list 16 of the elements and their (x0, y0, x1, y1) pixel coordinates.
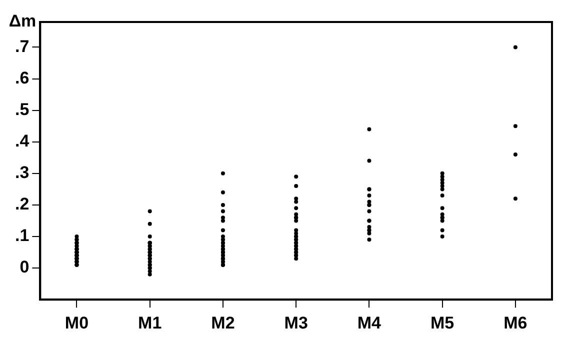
y-tick-label: .7 (14, 36, 30, 56)
y-tick-label: .5 (14, 100, 30, 120)
x-tick-label: M5 (430, 313, 454, 332)
x-tick-label: M0 (64, 313, 89, 332)
y-tick-label: .6 (14, 68, 30, 88)
y-axis-title: Δm (8, 12, 36, 31)
x-tick-label: M1 (138, 313, 162, 332)
x-tick-label: M4 (357, 313, 382, 332)
y-tick-label: 0 (20, 258, 30, 277)
y-tick-label: .1 (14, 226, 30, 246)
y-tick-label: .3 (14, 163, 30, 182)
x-tick-label: M6 (504, 313, 528, 332)
x-tick-label: M3 (284, 313, 308, 332)
y-tick-label: .2 (14, 194, 30, 214)
y-tick-label: .4 (14, 132, 30, 151)
x-tick-label: M2 (211, 313, 235, 332)
